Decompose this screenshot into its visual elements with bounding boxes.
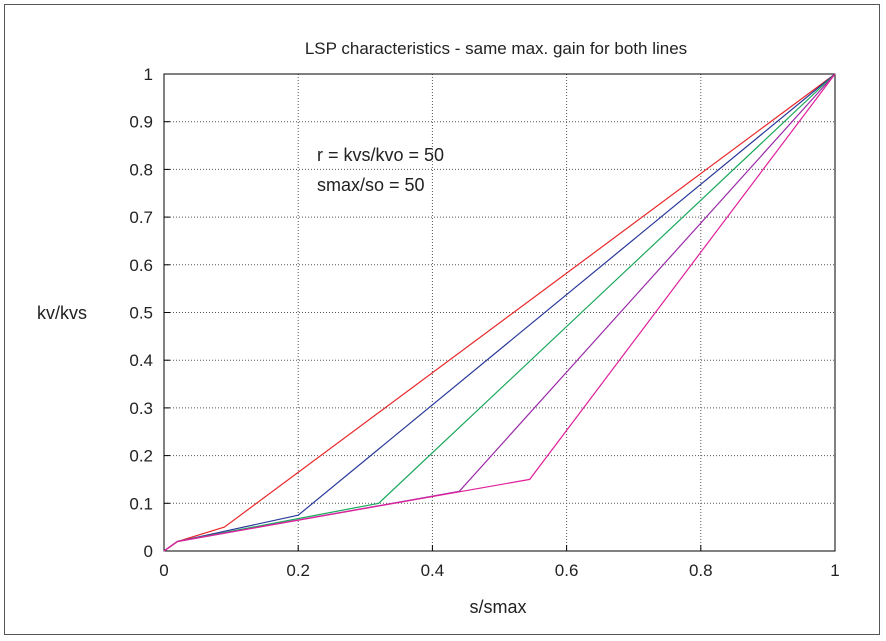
y-tick-label: 0.3 <box>129 399 153 418</box>
annotation-ratio: r = kvs/kvo = 50 <box>317 145 444 165</box>
annotation-stroke-ratio: smax/so = 50 <box>317 175 425 195</box>
x-tick-label: 0.6 <box>555 561 579 580</box>
chart-title: LSP characteristics - same max. gain for… <box>305 39 687 58</box>
x-tick-label: 0.8 <box>689 561 713 580</box>
series-line-5 <box>163 73 836 552</box>
y-tick-label: 0.5 <box>129 304 153 323</box>
y-tick-label: 0.7 <box>129 208 153 227</box>
y-tick-label: 0.9 <box>129 113 153 132</box>
y-axis-label: kv/kvs <box>37 303 87 323</box>
y-tick-label: 0 <box>144 542 153 561</box>
x-tick-label: 1 <box>830 561 839 580</box>
y-tick-label: 0.6 <box>129 256 153 275</box>
y-tick-label: 0.8 <box>129 160 153 179</box>
y-tick-label: 0.1 <box>129 494 153 513</box>
y-tick-label: 0.4 <box>129 351 153 370</box>
chart-frame <box>4 4 880 635</box>
y-tick-label: 0.2 <box>129 447 153 466</box>
x-axis-label: s/smax <box>469 597 526 617</box>
x-tick-label: 0.4 <box>421 561 445 580</box>
y-tick-label: 1 <box>144 65 153 84</box>
series-lines <box>163 73 836 552</box>
grid-lines <box>164 74 835 551</box>
axis-ticks: 0 0.2 0.4 0.6 0.8 1 0 0.1 0.2 0.3 0.4 0.5 0.6 0.7 0.8 0… <box>129 65 839 580</box>
x-tick-label: 0.2 <box>286 561 310 580</box>
x-tick-label: 0 <box>159 561 168 580</box>
